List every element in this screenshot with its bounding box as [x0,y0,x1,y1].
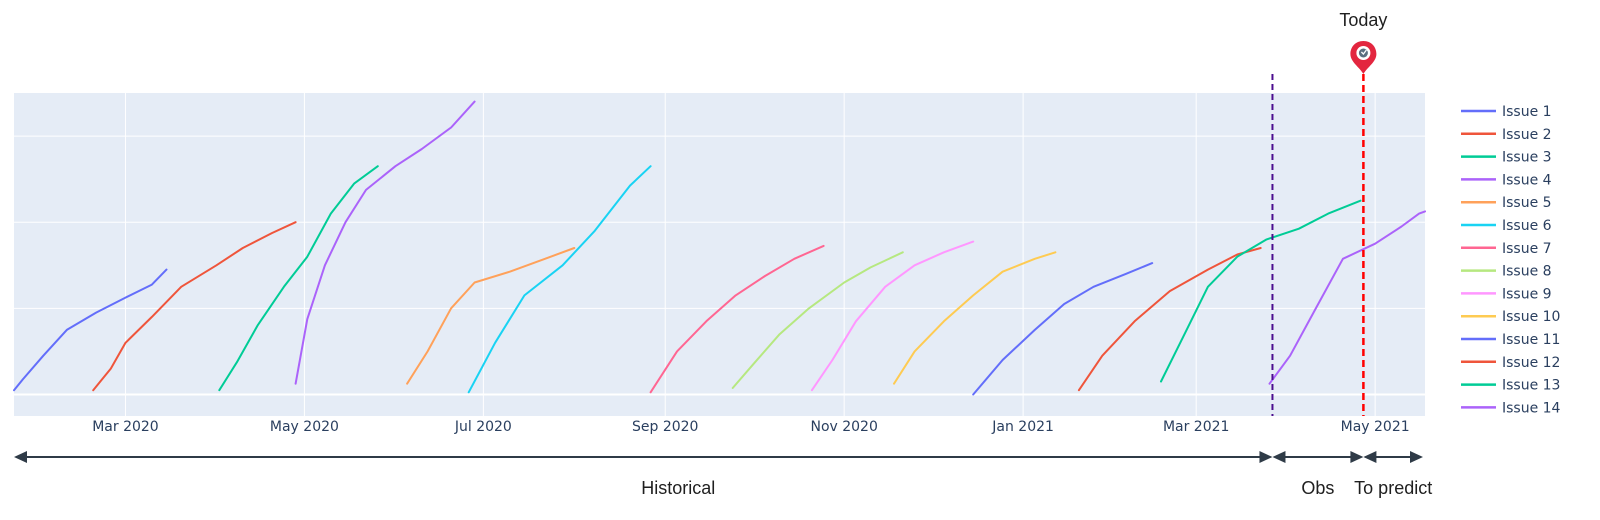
legend-label: Issue 9 [1502,286,1552,302]
x-tick-label: Jul 2020 [454,419,512,435]
gridlines [14,93,1425,416]
x-tick-label: Nov 2020 [810,419,877,435]
location-pin-icon [1350,41,1377,74]
series-line-issue-8 [731,251,904,389]
series-line-issue-4 [294,100,476,385]
x-tick-label: Sep 2020 [632,419,698,435]
historical-label: Historical [641,478,715,498]
legend-item-issue-11[interactable]: Issue 11 [1461,332,1560,348]
legend-label: Issue 8 [1502,264,1552,280]
series-layer [13,100,1426,396]
legend-item-issue-14[interactable]: Issue 14 [1461,400,1561,416]
obs-arrow [1272,451,1364,463]
legend-item-issue-8[interactable]: Issue 8 [1461,264,1552,280]
to-predict-label: To predict [1354,478,1432,498]
legend-label: Issue 6 [1502,218,1552,234]
phase-lines [1271,74,1365,416]
series-line-issue-3 [218,165,379,392]
legend-item-issue-1[interactable]: Issue 1 [1461,104,1552,120]
legend-label: Issue 3 [1502,150,1552,166]
legend-item-issue-10[interactable]: Issue 10 [1461,309,1560,325]
legend-item-issue-13[interactable]: Issue 13 [1461,378,1560,394]
legend-item-issue-6[interactable]: Issue 6 [1461,218,1552,234]
obs-label: Obs [1301,478,1334,498]
legend-label: Issue 7 [1502,241,1552,257]
legend-label: Issue 13 [1502,378,1560,394]
legend-item-issue-7[interactable]: Issue 7 [1461,241,1552,257]
legend-label: Issue 2 [1502,127,1552,143]
phase-arrows [14,451,1423,463]
series-line-issue-2 [92,221,297,392]
x-tick-label: May 2021 [1341,419,1410,435]
historical-arrow [14,451,1273,463]
legend[interactable]: Issue 1 Issue 2 Issue 3 Issue 4 Issue 5 Issue… [1461,104,1561,416]
series-line-issue-5 [406,247,576,385]
legend-item-issue-12[interactable]: Issue 12 [1461,355,1560,371]
legend-item-issue-4[interactable]: Issue 4 [1461,172,1552,188]
legend-label: Issue 11 [1502,332,1560,348]
series-line-issue-11 [972,262,1154,396]
today-label: Today [1339,10,1387,30]
series-line-issue-13 [1160,199,1362,383]
legend-label: Issue 12 [1502,355,1560,371]
legend-item-issue-2[interactable]: Issue 2 [1461,127,1552,143]
legend-label: Issue 4 [1502,172,1552,188]
series-line-issue-12 [1077,247,1262,392]
legend-item-issue-3[interactable]: Issue 3 [1461,150,1552,166]
series-line-issue-7 [649,244,825,394]
x-axis-ticks: Mar 2020 May 2020 Jul 2020 Sep 2020 Nov 2020… [92,419,1409,435]
x-tick-label: Mar 2020 [92,419,159,435]
legend-label: Issue 10 [1502,309,1560,325]
legend-label: Issue 5 [1502,195,1552,211]
series-line-issue-9 [810,240,975,392]
x-tick-label: Mar 2021 [1163,419,1230,435]
x-tick-label: May 2020 [270,419,339,435]
legend-label: Issue 14 [1502,400,1561,416]
series-line-issue-14 [1268,210,1426,385]
legend-label: Issue 1 [1502,104,1552,120]
legend-item-issue-9[interactable]: Issue 9 [1461,286,1552,302]
to-predict-arrow [1363,451,1423,463]
series-line-issue-10 [893,251,1057,385]
series-line-issue-1 [13,268,168,392]
series-line-issue-6 [467,165,652,394]
legend-item-issue-5[interactable]: Issue 5 [1461,195,1552,211]
plot-area [14,93,1425,416]
x-tick-label: Jan 2021 [991,419,1054,435]
